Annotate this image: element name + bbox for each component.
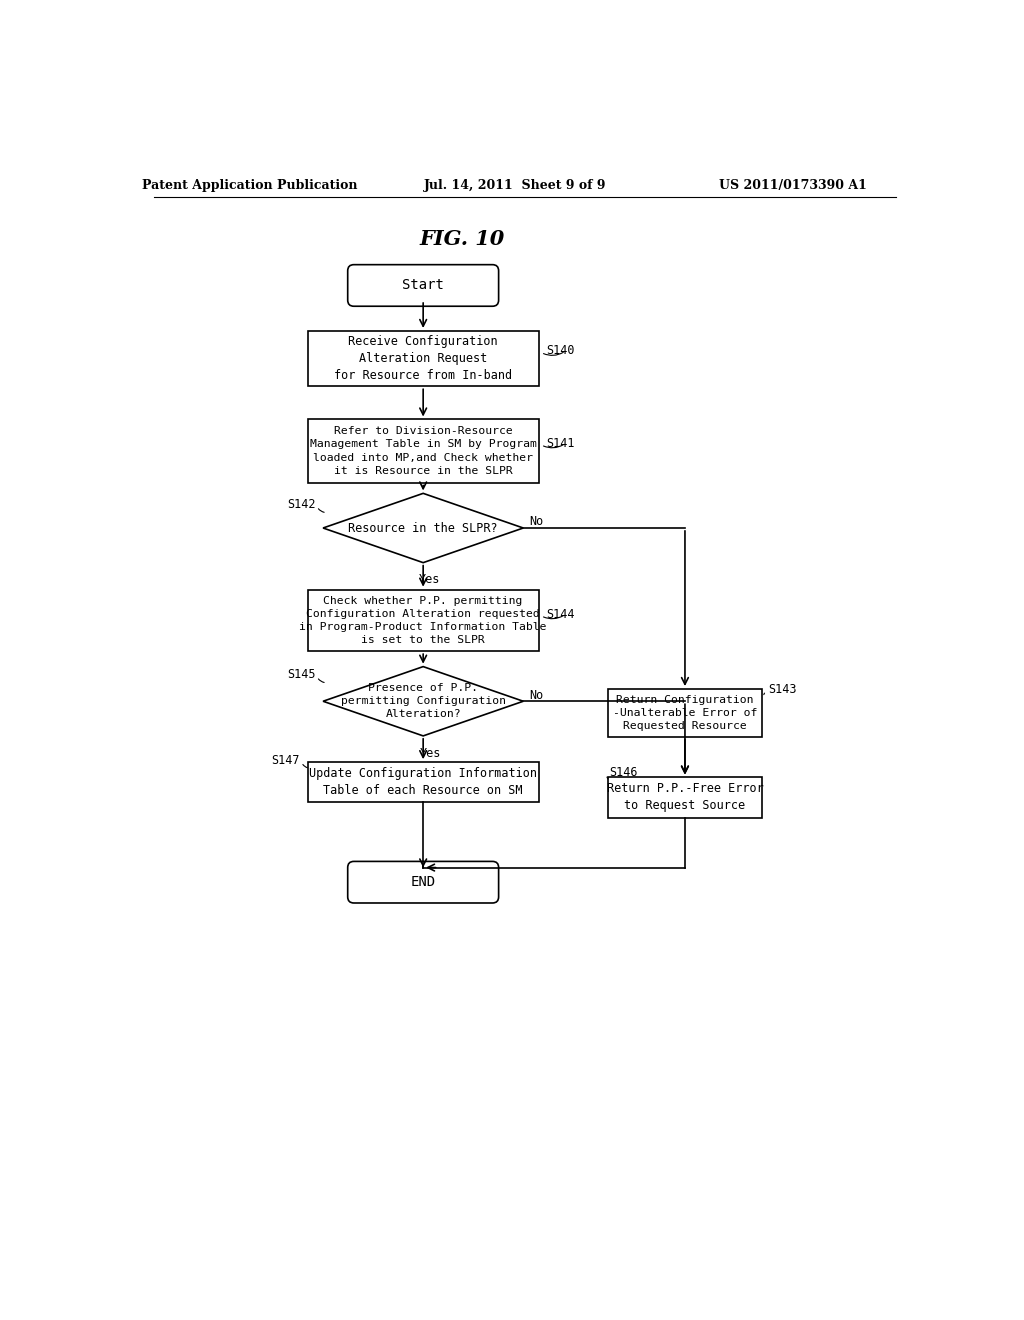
Text: US 2011/0173390 A1: US 2011/0173390 A1	[719, 178, 866, 191]
Text: Yes: Yes	[420, 747, 441, 760]
Text: Start: Start	[402, 279, 444, 293]
Text: FIG. 10: FIG. 10	[419, 230, 504, 249]
Polygon shape	[323, 494, 523, 562]
Text: No: No	[529, 689, 544, 702]
FancyBboxPatch shape	[348, 862, 499, 903]
Text: Refer to Division-Resource
Management Table in SM by Program
loaded into MP,and : Refer to Division-Resource Management Ta…	[309, 426, 537, 475]
Text: Return P.P.-Free Error
to Request Source: Return P.P.-Free Error to Request Source	[606, 783, 763, 813]
Text: No: No	[529, 515, 544, 528]
FancyBboxPatch shape	[348, 264, 499, 306]
Text: Yes: Yes	[419, 573, 440, 586]
Text: Check whether P.P. permitting
Configuration Alteration requested
in Program-Prod: Check whether P.P. permitting Configurat…	[299, 595, 547, 645]
Text: S142: S142	[287, 499, 315, 511]
Text: S147: S147	[271, 754, 300, 767]
Text: END: END	[411, 875, 436, 890]
Text: Return Configuration
-Unalterable Error of
Requested Resource: Return Configuration -Unalterable Error …	[612, 694, 757, 731]
Bar	[307, 590, 539, 651]
Text: S146: S146	[609, 767, 638, 779]
Text: Presence of P.P.
permitting Configuration
Alteration?: Presence of P.P. permitting Configuratio…	[341, 682, 506, 719]
Bar	[608, 689, 762, 737]
Text: Receive Configuration
Alteration Request
for Resource from In-band: Receive Configuration Alteration Request…	[334, 335, 512, 381]
Text: S141: S141	[547, 437, 574, 450]
Text: S143: S143	[768, 684, 797, 696]
Bar	[307, 331, 539, 387]
Text: Patent Application Publication: Patent Application Publication	[142, 178, 357, 191]
Text: S140: S140	[547, 345, 574, 358]
Bar	[307, 762, 539, 803]
Bar	[608, 777, 762, 817]
Text: S144: S144	[547, 607, 574, 620]
Text: Jul. 14, 2011  Sheet 9 of 9: Jul. 14, 2011 Sheet 9 of 9	[424, 178, 607, 191]
Polygon shape	[323, 667, 523, 737]
Text: Update Configuration Information
Table of each Resource on SM: Update Configuration Information Table o…	[309, 767, 538, 797]
Text: S145: S145	[287, 668, 315, 681]
Bar	[307, 420, 539, 483]
Text: Resource in the SLPR?: Resource in the SLPR?	[348, 521, 498, 535]
